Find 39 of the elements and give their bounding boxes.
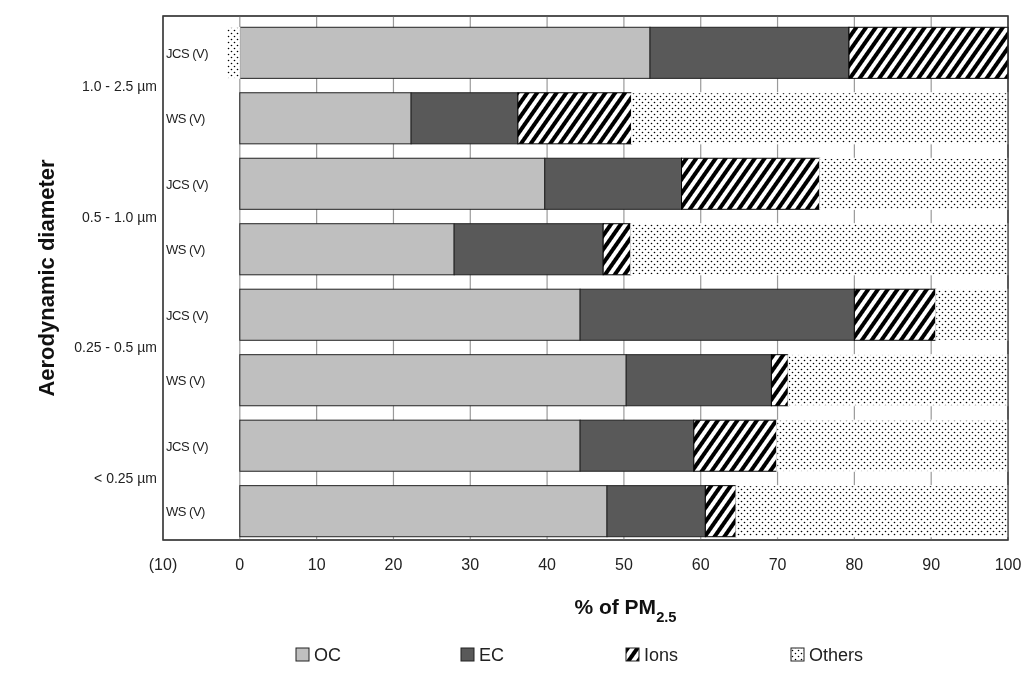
- y-tick-label: WS (V): [166, 242, 206, 258]
- bar: [693, 419, 778, 472]
- bar: [704, 485, 737, 538]
- x-tick-label: 40: [538, 556, 557, 573]
- y-tick-label: JCS (V): [166, 45, 209, 61]
- x-tick-label: (10): [148, 556, 178, 573]
- x-tick-label: 100: [994, 556, 1022, 573]
- x-tick-label: 0: [235, 556, 245, 573]
- text: 0.25 - 0.5 µm: [74, 339, 157, 356]
- x-tick-label: 10: [307, 556, 326, 573]
- legend-label: Others: [809, 645, 864, 665]
- x-tick-label: 20: [384, 556, 403, 573]
- legend-label: EC: [479, 645, 505, 665]
- legend-label: Ions: [644, 645, 679, 665]
- bar: [770, 354, 789, 407]
- text: 1.0 - 2.5 µm: [82, 77, 157, 94]
- y-tick-label: JCS (V): [166, 307, 209, 323]
- y-tick-label: JCS (V): [166, 438, 209, 454]
- y-tick-label: JCS (V): [166, 176, 209, 192]
- legend-label: OC: [314, 645, 341, 665]
- y-tick-label: WS (V): [166, 111, 206, 127]
- y-tick-label: WS (V): [166, 373, 206, 389]
- y-axis-title: Aerodynamic diameter: [34, 158, 59, 397]
- x-tick-label: 60: [691, 556, 710, 573]
- bar: [602, 223, 632, 276]
- x-axis-title: % of PM$_{2.5}$: [574, 595, 677, 625]
- x-tick-label: 90: [922, 556, 941, 573]
- bar: [681, 157, 821, 210]
- x-tick-label: 70: [768, 556, 787, 573]
- text: < 0.25 µm: [94, 470, 157, 487]
- bar: [853, 288, 937, 341]
- x-tick-label: 50: [615, 556, 633, 573]
- bar: [848, 26, 1009, 79]
- bar: [517, 92, 633, 145]
- text: 0.5 - 1.0 µm: [82, 208, 157, 225]
- x-tick-label: 30: [461, 556, 480, 573]
- bar: [226, 26, 241, 79]
- y-tick-label: WS (V): [166, 504, 206, 520]
- x-tick-label: 80: [845, 556, 864, 573]
